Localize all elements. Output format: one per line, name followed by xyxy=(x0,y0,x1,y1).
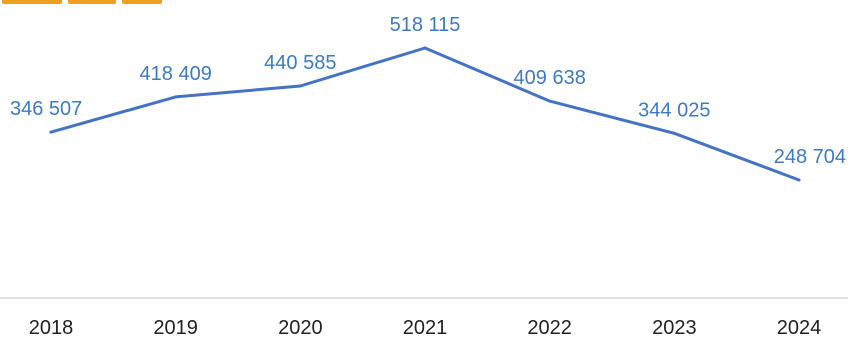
data-label-2019: 418 409 xyxy=(140,63,212,85)
data-label-2022: 409 638 xyxy=(514,67,586,89)
data-point-2023 xyxy=(672,131,676,135)
x-tick-label-2023: 2023 xyxy=(652,317,697,338)
data-point-2021 xyxy=(423,46,427,50)
data-label-2023: 344 025 xyxy=(638,99,710,121)
data-label-2021: 518 115 xyxy=(390,14,461,36)
data-point-2019 xyxy=(174,95,178,99)
x-tick-label-2019: 2019 xyxy=(153,317,198,338)
x-tick-label-2021: 2021 xyxy=(403,317,448,338)
x-tick-label-2024: 2024 xyxy=(777,317,822,338)
x-tick-label-2020: 2020 xyxy=(278,317,323,338)
data-point-2022 xyxy=(548,99,552,103)
cut-off-title-fragment xyxy=(2,0,170,4)
x-tick-label-2022: 2022 xyxy=(527,317,572,338)
data-label-2018: 346 507 xyxy=(10,98,82,120)
data-label-2020: 440 585 xyxy=(264,52,336,74)
data-point-2018 xyxy=(49,130,53,134)
data-point-2020 xyxy=(298,84,302,88)
data-point-2024 xyxy=(797,178,801,182)
data-label-2024: 248 704 xyxy=(774,146,846,168)
x-tick-label-2018: 2018 xyxy=(29,317,74,338)
